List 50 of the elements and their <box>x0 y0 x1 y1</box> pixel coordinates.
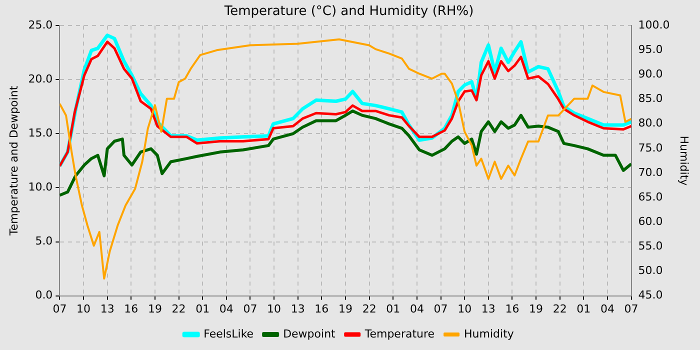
y2-tick-label: 50.0 <box>638 264 663 278</box>
x-tick-label: 16 <box>505 302 520 316</box>
y-tick-label: 20.0 <box>28 72 53 86</box>
x-tick-label: 13 <box>100 302 114 316</box>
x-tick-label: 01 <box>386 302 400 316</box>
y-tick-label: 0.0 <box>35 288 53 302</box>
y2-tick-label: 75.0 <box>638 141 663 154</box>
y2-tick-label: 90.0 <box>638 68 663 81</box>
x-tick-label: 10 <box>76 302 91 316</box>
legend-label: Humidity <box>464 327 514 340</box>
y2-tick-label: 55.0 <box>638 240 663 253</box>
y2-tick-label: 80.0 <box>638 116 663 130</box>
y2-axis-title: Humidity <box>678 136 691 186</box>
x-tick-label: 22 <box>362 302 376 316</box>
y2-tick-label: 45.0 <box>638 288 663 302</box>
x-tick-label: 13 <box>290 302 305 316</box>
y-tick-label: 10.0 <box>28 180 53 194</box>
legend-label: Temperature <box>364 327 435 340</box>
y-tick-label: 15.0 <box>28 126 53 140</box>
y2-tick-label: 100.0 <box>638 18 670 32</box>
x-tick-label: 01 <box>196 302 210 316</box>
x-tick-label: 04 <box>219 302 234 316</box>
x-tick-label: 22 <box>552 302 567 316</box>
y-tick-label: 25.0 <box>28 18 53 32</box>
y-axis-title: Temperature and Dewpoint <box>7 85 20 237</box>
x-tick-label: 07 <box>52 302 67 316</box>
y2-tick-label: 60.0 <box>638 214 663 228</box>
x-tick-label: 04 <box>600 302 614 316</box>
x-tick-label: 10 <box>458 302 472 316</box>
y2-tick-label: 85.0 <box>638 92 663 106</box>
legend-label: FeelsLike <box>204 327 254 340</box>
x-tick-label: 07 <box>624 302 638 316</box>
x-tick-label: 07 <box>243 302 258 316</box>
y2-tick-label: 65.0 <box>638 190 663 204</box>
x-tick-label: 10 <box>267 302 282 316</box>
y2-tick-label: 70.0 <box>638 166 663 179</box>
y-tick-label: 5.0 <box>35 234 53 248</box>
chart-title: Temperature (°C) and Humidity (RH%) <box>223 4 474 20</box>
y2-tick-label: 95.0 <box>638 43 663 56</box>
x-tick-label: 19 <box>338 302 352 316</box>
x-tick-label: 04 <box>410 302 424 316</box>
x-tick-label: 19 <box>148 302 162 316</box>
x-tick-label: 07 <box>434 302 448 316</box>
legend-label: Dewpoint <box>283 327 336 340</box>
x-tick-label: 13 <box>481 302 496 316</box>
x-tick-label: 01 <box>576 302 591 316</box>
x-tick-label: 19 <box>529 302 544 316</box>
x-tick-label: 16 <box>314 302 329 316</box>
x-tick-label: 16 <box>124 302 138 316</box>
x-tick-label: 22 <box>172 302 186 316</box>
